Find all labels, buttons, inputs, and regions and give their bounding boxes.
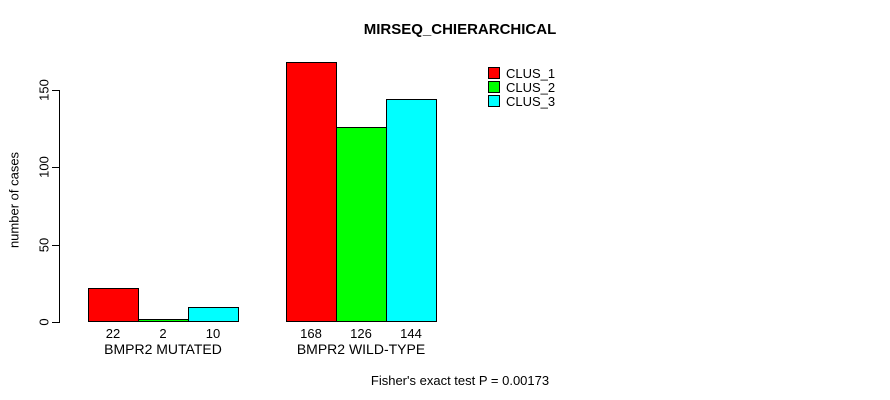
bar-value-clus-1-bmpr2-wild-type: 168 [300, 326, 322, 341]
annotation-text: Fisher's exact test P = 0.00173 [370, 373, 550, 388]
bar-clus-2-bmpr2-wild-type [336, 127, 387, 322]
y-tick-label-150: 150 [36, 79, 52, 101]
legend-swatch-clus-2 [488, 81, 500, 93]
legend: CLUS_1 CLUS_2 CLUS_3 [488, 65, 556, 109]
y-axis-title: number of cases [6, 151, 22, 249]
y-tick-mark-150 [52, 90, 60, 91]
bar-clus-1-bmpr2-wild-type [286, 62, 337, 322]
bar-value-clus-3-bmpr2-mutated: 10 [205, 326, 221, 341]
y-tick-label-50: 50 [36, 237, 52, 253]
bar-value-clus-3-bmpr2-wild-type: 144 [400, 326, 422, 341]
y-axis-line [59, 90, 60, 323]
legend-label-clus-3: CLUS_3 [506, 93, 556, 109]
y-tick-label-100: 100 [36, 156, 52, 178]
legend-label-clus-1: CLUS_1 [506, 65, 556, 81]
bar-clus-3-bmpr2-mutated [188, 307, 239, 322]
y-tick-mark-50 [52, 245, 60, 246]
legend-row-clus-1: CLUS_1 [488, 65, 556, 81]
bar-value-clus-1-bmpr2-mutated: 22 [105, 326, 121, 341]
y-tick-mark-0 [52, 322, 60, 323]
y-tick-mark-100 [52, 167, 60, 168]
legend-swatch-clus-1 [488, 67, 500, 79]
bar-clus-3-bmpr2-wild-type [386, 99, 437, 322]
legend-row-clus-3: CLUS_3 [488, 93, 556, 109]
category-label-bmpr2-mutated: BMPR2 MUTATED [104, 341, 222, 357]
legend-row-clus-2: CLUS_2 [488, 79, 556, 95]
bar-value-clus-2-bmpr2-wild-type: 126 [350, 326, 372, 341]
bar-clus-1-bmpr2-mutated [88, 288, 139, 322]
bar-clus-2-bmpr2-mutated [138, 319, 189, 322]
legend-label-clus-2: CLUS_2 [506, 79, 556, 95]
y-tick-label-0: 0 [36, 318, 52, 326]
category-label-bmpr2-wild-type: BMPR2 WILD-TYPE [296, 341, 426, 357]
chart-title: MIRSEQ_CHIERARCHICAL [363, 21, 557, 38]
bar-value-clus-2-bmpr2-mutated: 2 [159, 326, 167, 341]
legend-swatch-clus-3 [488, 95, 500, 107]
